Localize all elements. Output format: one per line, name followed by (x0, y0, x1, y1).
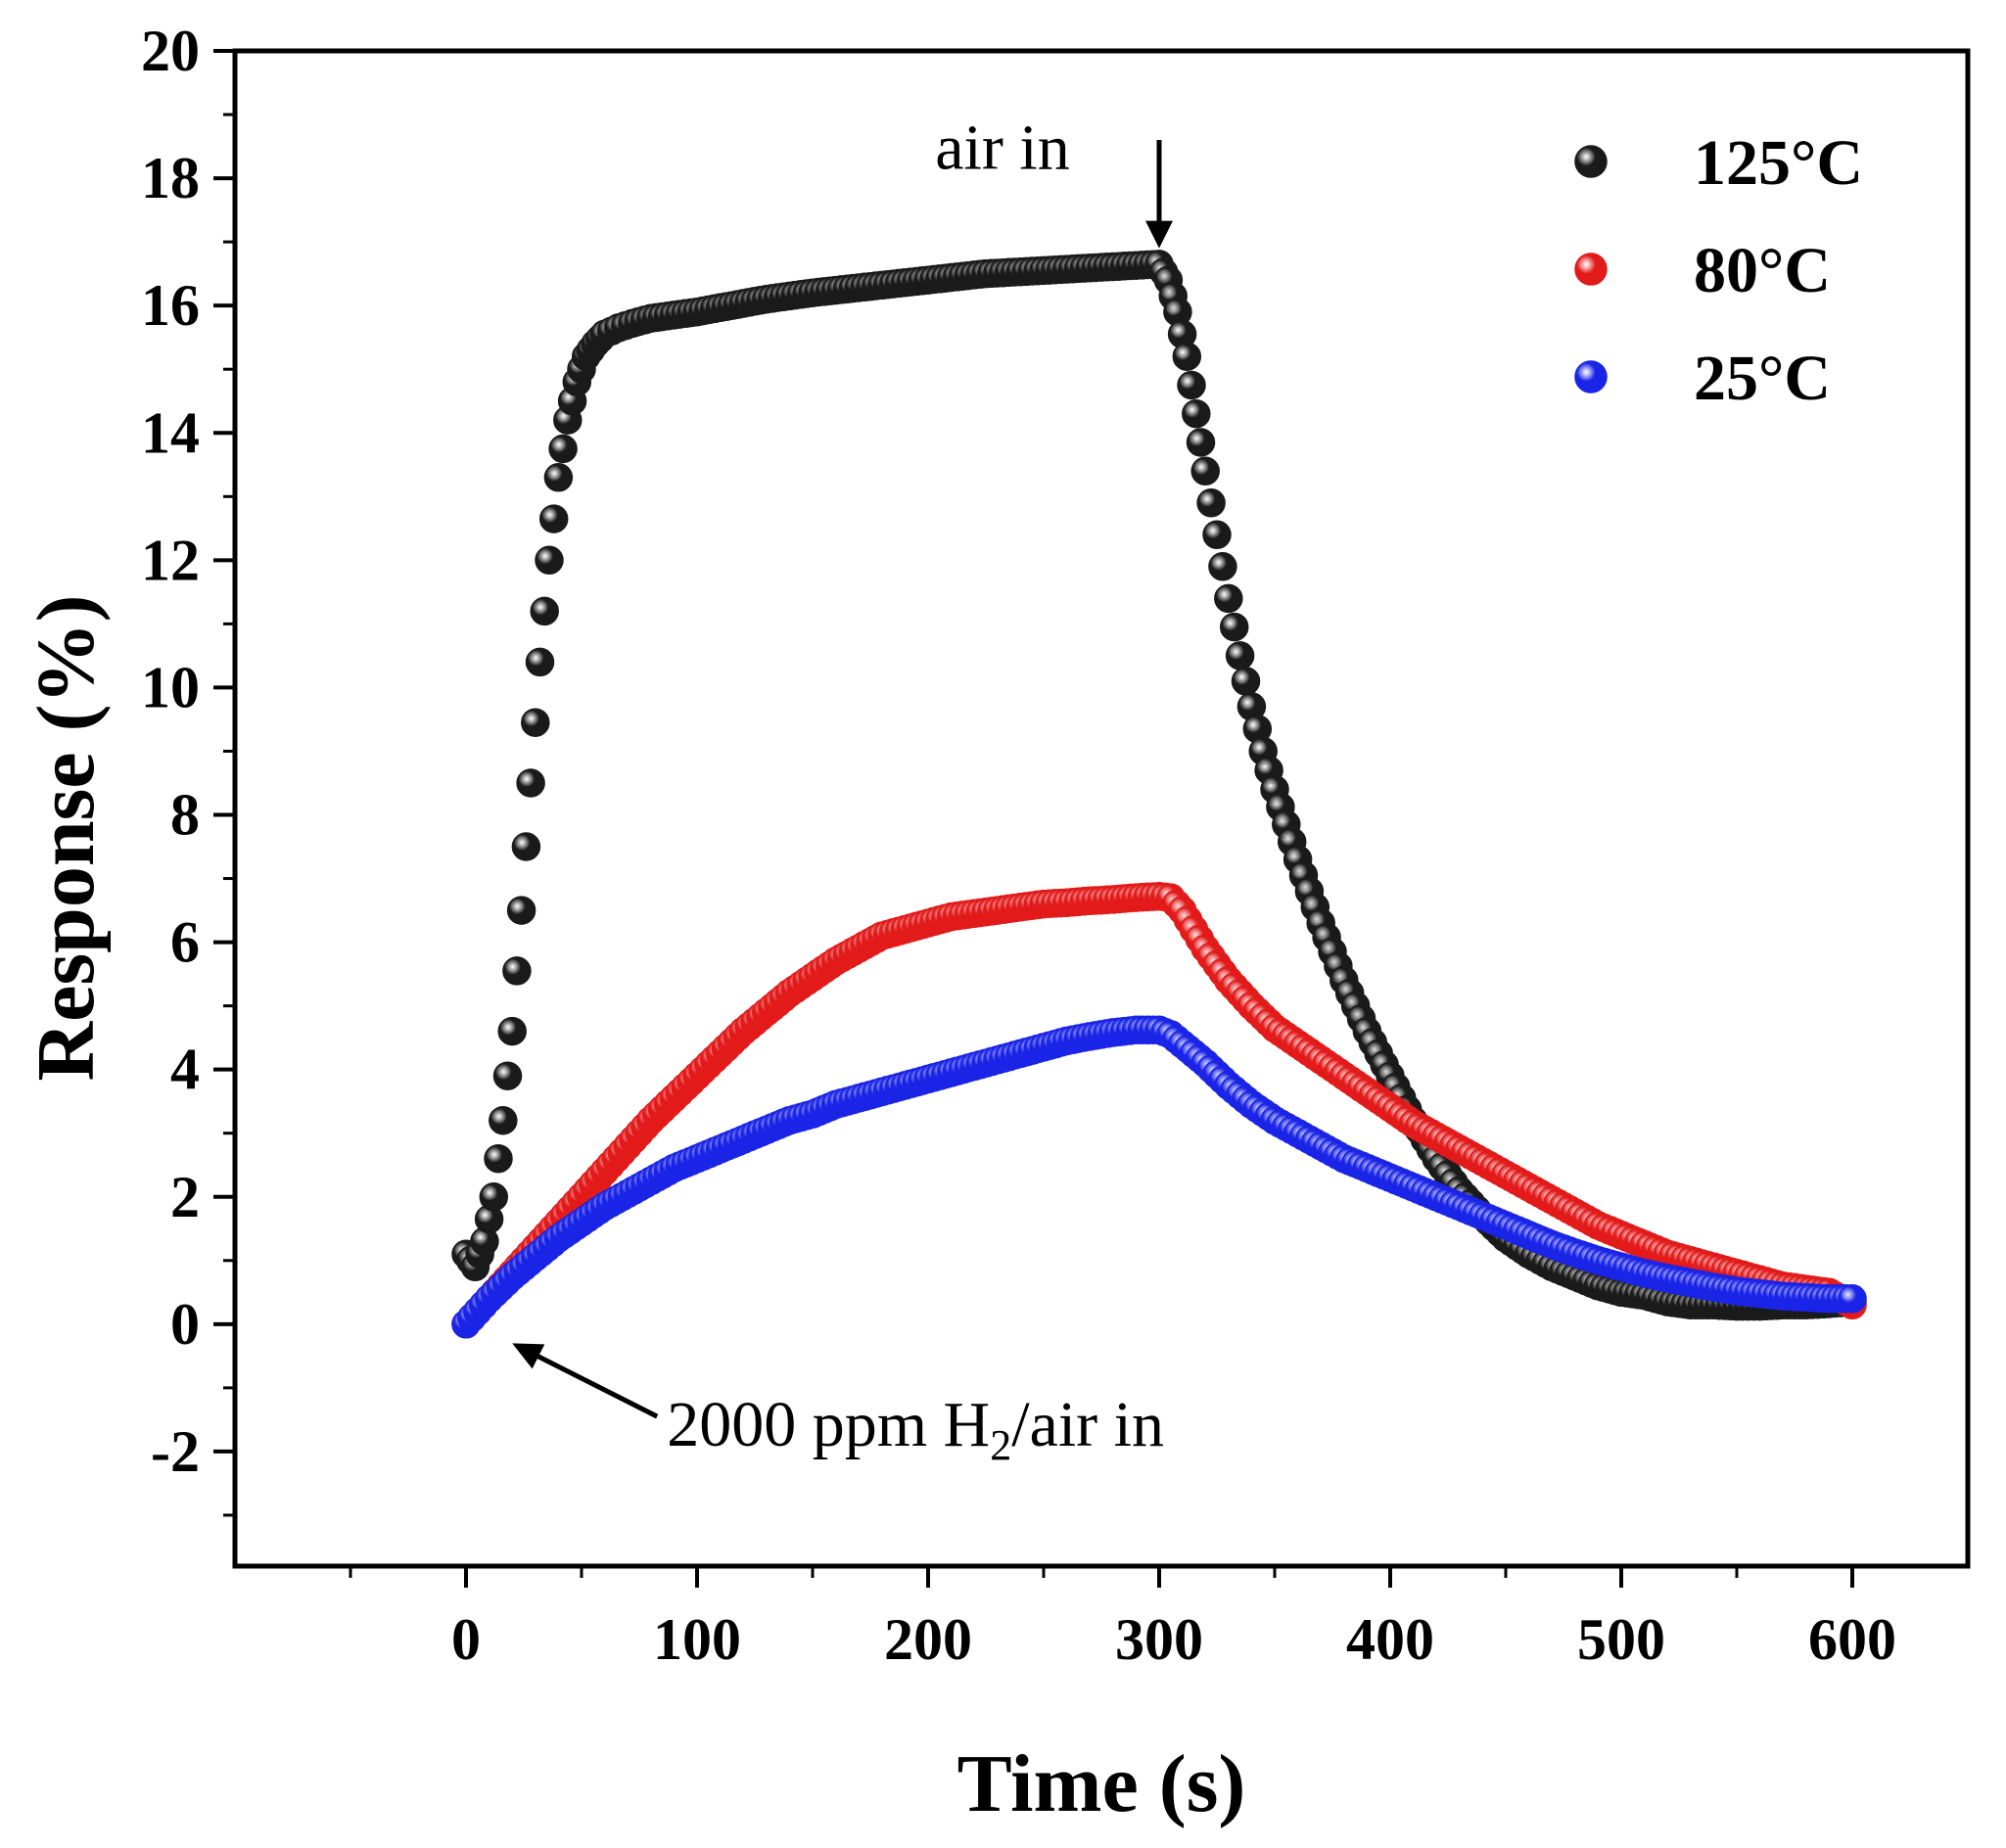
data-point (479, 1182, 509, 1212)
data-point (516, 768, 545, 798)
y-tick-label: 20 (141, 19, 200, 83)
data-point (521, 708, 550, 737)
x-tick-label: 400 (1346, 1607, 1434, 1672)
annotation-h2-in-arrow (512, 1343, 659, 1419)
data-point (1196, 488, 1226, 518)
axes-layer: 0 100 200 300 400 500 600 -2 0 2 4 6 8 10 12 14 16 18 20 (141, 19, 1971, 1672)
y-tick-label: 18 (141, 146, 200, 210)
x-tick-label: 300 (1115, 1607, 1203, 1672)
annotation-air-in: air in (935, 113, 1069, 184)
plot-frame (232, 48, 1971, 1569)
series-25c (451, 1015, 1867, 1339)
data-point (1177, 370, 1206, 400)
y-tick-label: 4 (170, 1038, 200, 1102)
x-tick-label: 100 (653, 1607, 741, 1672)
annotation-h2-in: 2000 ppm H2/air in (667, 1389, 1164, 1469)
annotation-h2-in-subscript: 2 (990, 1421, 1011, 1469)
data-point (548, 434, 578, 464)
legend-marker (1574, 253, 1608, 286)
data-point (1172, 342, 1202, 371)
data-point (1225, 641, 1255, 670)
data-point (530, 596, 559, 626)
data-point (1219, 612, 1249, 642)
series-125c (451, 250, 1867, 1321)
x-tick-label: 600 (1808, 1607, 1896, 1672)
y-tick-label: 14 (141, 400, 200, 465)
legend: 125°C 80°C 25°C (1574, 127, 1863, 414)
h2-in-arrow-shaft (536, 1354, 659, 1419)
annotation-air-in-arrow (1145, 140, 1173, 249)
y-tick-label: 6 (170, 910, 200, 975)
data-point (538, 504, 569, 533)
data-point (1231, 667, 1261, 696)
h2-in-arrow-head (512, 1343, 545, 1369)
x-tick-label: 0 (451, 1607, 481, 1672)
legend-label: 80°C (1694, 235, 1831, 306)
data-point (1208, 552, 1237, 581)
y-tick-label: 2 (170, 1165, 200, 1229)
y-tick-label: 0 (170, 1292, 200, 1357)
data-point (543, 463, 574, 492)
data-point (1838, 1284, 1867, 1314)
air-in-arrow-head (1145, 220, 1173, 249)
x-tick-label: 200 (884, 1607, 972, 1672)
data-point (484, 1143, 513, 1174)
legend-label: 25°C (1694, 343, 1831, 414)
data-point (492, 1061, 523, 1090)
data-point (502, 956, 532, 986)
data-point (511, 832, 541, 861)
y-axis-title: Response (%) (21, 595, 112, 1082)
y-tick-label: 16 (141, 273, 200, 338)
data-point (489, 1105, 518, 1135)
data-point (1202, 520, 1232, 550)
data-point (525, 647, 555, 677)
data-point (506, 896, 536, 925)
annotation-h2-in-rest: /air in (1011, 1389, 1164, 1460)
data-point (1182, 398, 1211, 429)
legend-marker (1574, 360, 1608, 393)
x-tick-label: 500 (1577, 1607, 1665, 1672)
data-point (497, 1016, 527, 1046)
data-point (1214, 583, 1243, 614)
legend-label: 125°C (1694, 127, 1863, 199)
y-tick-label: 10 (141, 655, 200, 719)
data-point (1186, 428, 1216, 457)
y-tick-label: 8 (170, 783, 200, 848)
plot-layer (451, 250, 1867, 1339)
annotation-h2-in-main: 2000 ppm H (667, 1389, 990, 1460)
legend-marker (1574, 145, 1608, 178)
data-point (1190, 456, 1220, 486)
data-point (535, 545, 564, 576)
x-axis-title: Time (s) (957, 1738, 1246, 1829)
y-tick-label: -2 (151, 1419, 200, 1484)
y-tick-label: 12 (141, 528, 200, 592)
